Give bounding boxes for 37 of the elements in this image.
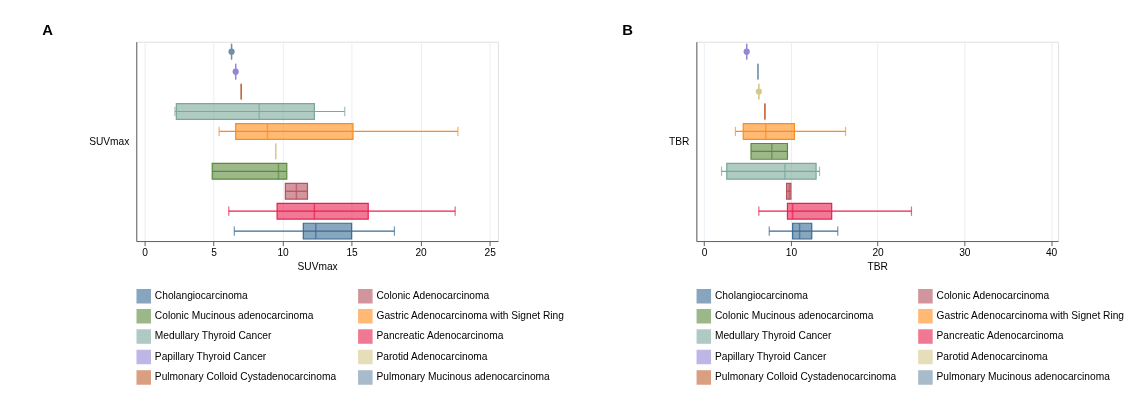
x-tick-label: 10 xyxy=(277,247,290,259)
y-axis-title: TBR xyxy=(669,135,690,147)
legend-label: Pulmonary Colloid Cystadenocarcinoma xyxy=(714,371,897,383)
x-tick-label: 25 xyxy=(484,247,497,259)
legend-label: Colonic Adenocarcinoma xyxy=(936,290,1050,302)
x-tick-label: 20 xyxy=(872,247,885,259)
legend-label: Pancreatic Adenocarcinoma xyxy=(376,330,504,342)
legend-label: Colonic Adenocarcinoma xyxy=(376,290,490,302)
legend-label: Cholangiocarcinoma xyxy=(714,290,809,302)
legend-label: Colonic Mucinous adenocarcinoma xyxy=(714,309,874,321)
legend-label: Cholangiocarcinoma xyxy=(154,290,249,302)
chart-title: A xyxy=(42,22,54,39)
y-axis-title: SUVmax xyxy=(89,135,130,147)
legend-label: Papillary Thyroid Cancer xyxy=(154,350,267,362)
legend-label: Parotid Adenocarcinoma xyxy=(376,350,488,362)
legend-label: Papillary Thyroid Cancer xyxy=(714,350,827,362)
chart-title: B xyxy=(622,22,634,39)
x-tick-label: 15 xyxy=(346,247,359,259)
x-tick-label: 0 xyxy=(701,247,708,259)
x-tick-label: 30 xyxy=(959,247,971,259)
legend-label: Pulmonary Mucinous adenocarcinoma xyxy=(376,371,551,383)
legend-label: Pancreatic Adenocarcinoma xyxy=(936,330,1064,342)
legend-label: Pulmonary Colloid Cystadenocarcinoma xyxy=(154,371,337,383)
x-tick-label: 10 xyxy=(785,247,798,259)
legend-label: Colonic Mucinous adenocarcinoma xyxy=(154,309,314,321)
x-axis-title: TBR xyxy=(867,261,888,273)
x-tick-label: 0 xyxy=(142,247,149,259)
x-axis-title: SUVmax xyxy=(297,261,338,273)
legend-label: Parotid Adenocarcinoma xyxy=(936,350,1048,362)
legend-label: Gastric Adenocarcinoma with Signet Ring xyxy=(376,309,565,321)
x-tick-label: 40 xyxy=(1045,247,1058,259)
legend-label: Gastric Adenocarcinoma with Signet Ring xyxy=(936,309,1125,321)
x-tick-label: 5 xyxy=(211,247,218,259)
legend-label: Medullary Thyroid Cancer xyxy=(714,330,832,342)
legend-label: Pulmonary Mucinous adenocarcinoma xyxy=(936,371,1111,383)
legend-label: Medullary Thyroid Cancer xyxy=(154,330,272,342)
x-tick-label: 20 xyxy=(415,247,428,259)
